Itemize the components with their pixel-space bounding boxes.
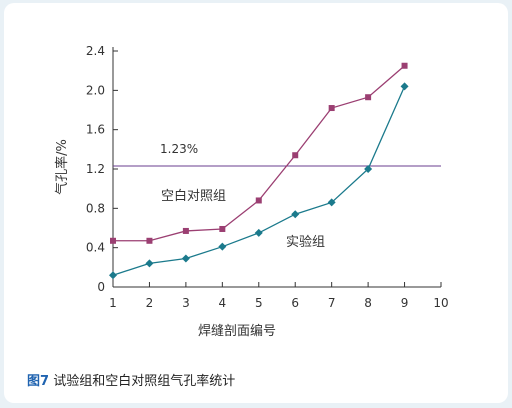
y-axis-title: 气孔率/%	[54, 139, 70, 195]
y-tick-label: 0.4	[86, 241, 105, 255]
control-point	[219, 225, 226, 232]
figure-number: 图7	[27, 374, 50, 389]
experimental-point	[400, 82, 409, 91]
x-tick-label: 8	[364, 296, 372, 310]
figure-caption-text: 试验组和空白对照组气孔率统计	[53, 374, 236, 389]
y-tick-label: 0	[97, 280, 105, 294]
y-tick-label: 0.8	[86, 201, 105, 215]
x-tick-label: 5	[255, 296, 263, 310]
reference-line-group: 1.23%	[113, 142, 441, 167]
x-tick-label: 4	[219, 296, 227, 310]
x-axis-title: 焊缝剖面编号	[198, 323, 276, 339]
reference-line-label: 1.23%	[160, 142, 198, 156]
figure-panel: 0 0.4 0.8 1.2 1.6 2.0 2.4 1 2 3 4 5 6 7 8 9 10 焊缝剖面编号 气孔率/…	[4, 3, 508, 403]
series-group	[109, 62, 409, 280]
control-point	[182, 227, 189, 234]
experimental-point	[364, 165, 373, 173]
axes: 0 0.4 0.8 1.2 1.6 2.0 2.4 1 2 3 4 5 6 7 8 9 10 焊缝剖面编号 气孔率/…	[54, 44, 449, 339]
experimental-point	[145, 259, 154, 268]
control-point	[292, 152, 299, 159]
y-tick-label: 2.0	[86, 83, 105, 97]
x-tick-label: 10	[433, 296, 448, 310]
y-tick-label: 1.6	[86, 123, 105, 137]
y-tick-label: 2.4	[86, 44, 105, 58]
experimental-point	[109, 271, 117, 280]
x-tick-label: 7	[328, 296, 336, 310]
experimental-point	[218, 242, 227, 251]
y-tick-label: 1.2	[86, 162, 105, 176]
series-label-experimental: 实验组	[286, 234, 325, 250]
x-tick-label: 9	[401, 296, 409, 310]
porosity-line-chart: 0 0.4 0.8 1.2 1.6 2.0 2.4 1 2 3 4 5 6 7 8 9 10 焊缝剖面编号 气孔率/…	[54, 44, 449, 339]
series-line-control	[113, 65, 405, 242]
series-label-control: 空白对照组	[161, 188, 226, 204]
x-tick-label: 1	[109, 296, 117, 310]
x-tick-label: 6	[291, 296, 299, 310]
control-point	[365, 94, 372, 101]
control-point	[255, 197, 262, 204]
figure-caption: 图7 试验组和空白对照组气孔率统计	[27, 370, 235, 389]
experimental-point	[181, 254, 190, 263]
control-point	[146, 237, 153, 244]
series-line-experimental	[112, 86, 406, 276]
experimental-point	[327, 198, 336, 207]
control-point	[328, 105, 335, 112]
x-tick-label: 2	[146, 296, 154, 310]
control-point	[110, 237, 116, 244]
control-point	[401, 62, 408, 69]
x-tick-label: 3	[182, 296, 190, 310]
experimental-point	[291, 210, 300, 219]
experimental-point	[254, 228, 263, 237]
